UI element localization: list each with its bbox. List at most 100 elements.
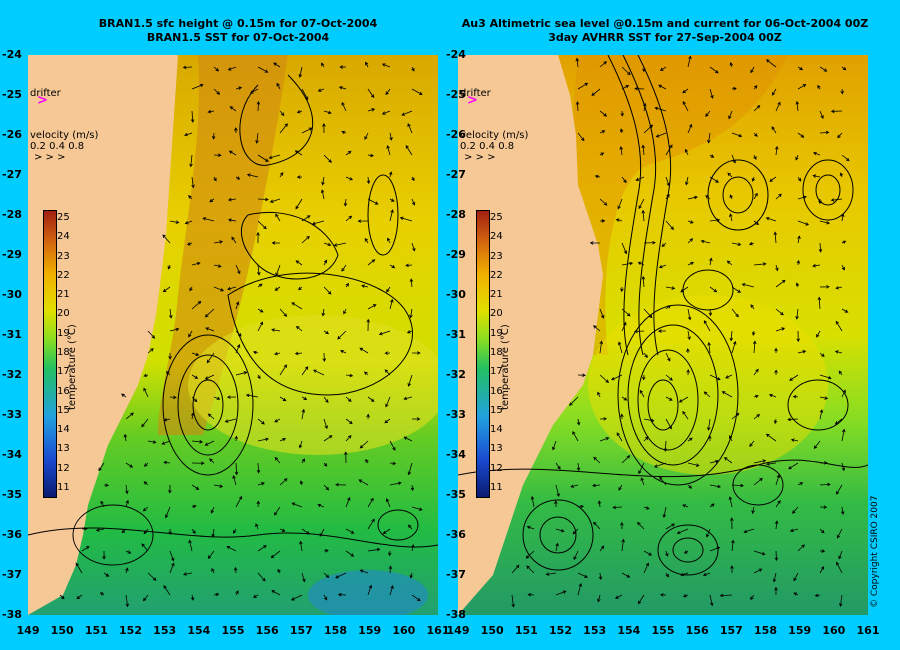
colorbar-tick: 20 [490,308,503,320]
current-vector-arrow [593,521,601,530]
current-vector-arrow [411,88,423,95]
current-vector-arrow [620,110,624,117]
current-vector-arrow [271,328,281,332]
current-vector-arrow [256,100,261,112]
current-vector-arrow [686,369,690,376]
current-vector-arrow [255,523,259,530]
current-vector-arrow [389,209,394,222]
current-vector-arrow [773,231,778,244]
current-vector-arrow [599,152,605,156]
current-vector-arrow [345,150,352,156]
current-vector-arrow [621,538,625,552]
current-vector-arrow [321,308,326,317]
current-vector-arrow [774,145,779,156]
current-vector-arrow [618,484,623,491]
current-vector-arrow [621,572,631,578]
current-vector-arrow [345,215,353,222]
current-vector-arrow [555,528,565,533]
current-vector-arrow [819,549,826,553]
current-vector-arrow [257,66,269,73]
current-vector-arrow [335,572,347,579]
current-vector-arrow [819,110,824,120]
current-vector-arrow [232,475,237,486]
current-vector-arrow [753,477,763,486]
current-vector-arrow [207,550,215,559]
current-vector-arrow [616,432,623,442]
current-vector-arrow [665,144,673,156]
current-vector-arrow [577,132,585,142]
current-vector-arrow [257,154,269,162]
current-vector-arrow [709,503,715,508]
current-vector-arrow [125,567,129,574]
current-vector-arrow [298,440,303,449]
colorbar-tick: 13 [490,443,503,455]
current-vector-arrow [161,440,171,445]
current-vector-arrow [753,550,766,556]
current-vector-arrow [341,130,347,135]
current-vector-arrow [190,594,195,601]
current-vector-arrow [147,572,157,581]
current-vector-arrow [232,528,237,534]
colorbar-tick: 15 [57,404,70,416]
current-vector-arrow [841,240,847,244]
current-vector-arrow [343,198,348,207]
current-vector-arrow [323,242,332,247]
temperature-colorbar [476,210,490,498]
current-vector-arrow [599,340,604,354]
latitude-label: -32 [446,368,466,381]
current-vector-arrow [774,347,778,354]
current-vector-arrow [753,394,759,399]
current-vector-arrow [637,261,645,266]
current-vector-arrow [337,330,347,340]
current-vector-arrow [403,396,413,401]
cool-water-patch [308,570,428,615]
current-vector-arrow [819,220,830,225]
current-vector-arrow [189,154,193,168]
current-vector-arrow [665,523,676,530]
current-vector-arrow [839,172,844,178]
current-vector-arrow [405,145,413,156]
longitude-label: 152 [119,624,142,637]
longitude-label: 153 [153,624,177,637]
current-vector-arrow [367,153,374,158]
velocity-legend-arrows: > > > [464,152,496,163]
longitude-label: 153 [583,624,607,637]
current-vector-arrow [271,241,281,245]
longitude-label: 158 [754,624,777,637]
warm-eddy [188,315,438,455]
current-vector-arrow [323,484,330,491]
current-vector-arrow [621,176,627,184]
current-vector-arrow [797,544,805,552]
current-vector-arrow [279,110,285,116]
colorbar-tick: 19 [490,327,503,339]
current-vector-arrow [345,373,354,378]
latitude-label: -38 [446,608,466,621]
current-vector-arrow [554,500,558,508]
current-vector-arrow [819,352,825,357]
current-vector-arrow [835,286,843,290]
current-vector-arrow [817,84,821,90]
longitude-label: 157 [719,624,743,637]
current-vector-arrow [323,110,332,115]
current-vector-arrow [291,302,303,310]
current-vector-arrow [323,462,328,467]
current-vector-arrow [705,110,711,117]
current-vector-arrow [641,275,646,288]
latitude-label: -36 [2,528,22,541]
current-vector-arrow [191,83,204,90]
current-vector-arrow [340,349,347,354]
current-vector-arrow [793,592,799,596]
current-vector-arrow [753,85,758,90]
current-vector-arrow [233,566,238,574]
current-vector-arrow [323,572,330,579]
current-vector-arrow [577,572,588,578]
current-vector-arrow [836,528,843,539]
current-vector-arrow [525,550,535,559]
current-vector-arrow [143,387,149,398]
current-vector-arrow [729,330,734,342]
current-vector-arrow [841,308,849,313]
current-vector-arrow [830,109,843,114]
current-vector-arrow [621,308,631,317]
current-vector-arrow [599,374,610,383]
current-vector-arrow [234,435,239,442]
